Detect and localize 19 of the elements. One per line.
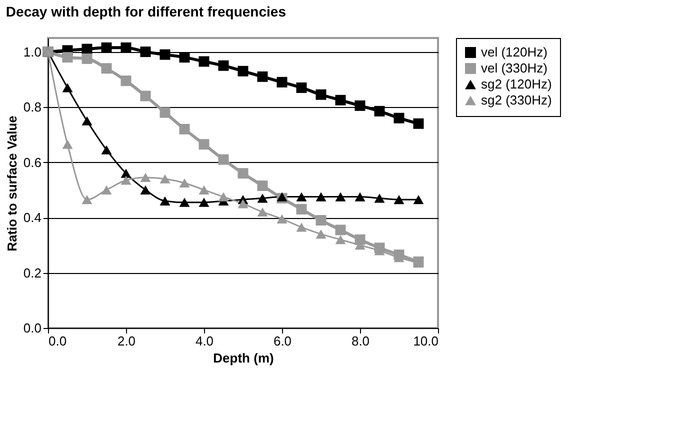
x-tick-label: 6.0: [273, 334, 292, 348]
chart-title: Decay with depth for different frequencies: [6, 4, 286, 20]
x-tick-label: 4.0: [195, 334, 214, 348]
legend-label: sg2 (330Hz): [481, 92, 552, 108]
y-tick-label: 1.0: [23, 44, 42, 60]
y-tick-label: 0.6: [23, 154, 42, 170]
x-tick-label: 8.0: [351, 334, 370, 348]
y-tick-label: 0.2: [23, 265, 42, 280]
y-tick-label: 0.0: [23, 320, 42, 336]
x-tick-label: 10.0: [413, 334, 438, 348]
x-axis-title: Depth (m): [213, 350, 274, 366]
y-tick-label: 0.8: [23, 100, 42, 115]
legend-label: sg2 (120Hz): [481, 76, 552, 92]
y-tick-label: 0.4: [23, 210, 42, 226]
y-axis-title: Ratio to surface Value: [4, 116, 20, 252]
legend-label: vel (120Hz): [481, 44, 548, 60]
x-tick-label: 2.0: [117, 334, 136, 348]
x-tick-label: 0.0: [48, 334, 67, 348]
legend-label: vel (330Hz): [481, 60, 548, 76]
